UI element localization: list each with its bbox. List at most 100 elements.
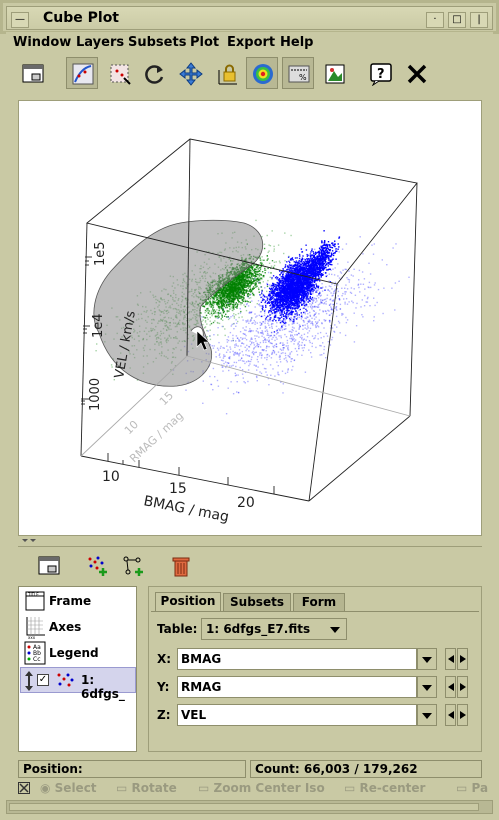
y-prev-button[interactable] [445,676,456,698]
x-prev-button[interactable] [445,648,456,670]
draw-subset-icon[interactable] [66,57,98,89]
cube-back-left [186,138,191,357]
window-icon[interactable] [16,57,48,89]
y-label: Y: [157,680,170,694]
maximize-button[interactable]: □ [448,12,466,28]
mouse-drag-icon: ▭ [116,781,132,795]
hint-zoom: ▭ Zoom Center Iso [198,781,325,795]
toolbar: % ? [6,54,493,94]
cube-bottom-right [308,415,411,502]
blob-subset-region [93,219,264,387]
layer-list: TITLE Frame xxx Axes Aa Bb Cc Legend ✓ 1: … [18,586,137,752]
table-selector[interactable]: 1: 6dfgs_E7.fits [201,618,347,640]
lock-aspect-icon[interactable] [210,57,242,89]
axes-icon: xxx [26,617,45,639]
scrollbar-thumb[interactable] [9,803,479,811]
y-tick-15: 15 [157,389,176,408]
hint-recenter: ▭ Re-center [344,781,425,795]
z-tick-1000: 1000 [88,378,103,411]
x-tick-15: 15 [169,481,187,497]
delete-layer-icon[interactable] [164,549,196,581]
menu-window[interactable]: Window [13,35,72,50]
x-dropdown-button[interactable] [417,648,437,670]
z-label: Z: [157,708,171,722]
layer-label-data: 1: 6dfgs_ [81,673,125,701]
hint-pan-label: Pa [471,781,489,795]
svg-text:?: ? [377,67,385,82]
z-dropdown-button[interactable] [417,704,437,726]
menu-bar: Window Layers Subsets Plot Export Help [6,32,493,54]
x-axis-label: BMAG / mag [142,493,230,525]
svg-text:%: % [299,73,307,82]
menu-subsets[interactable]: Subsets [128,35,187,50]
layer-item-axes[interactable]: xxx Axes [21,615,135,639]
close-window-button[interactable]: | [470,12,488,28]
layer-label-axes: Axes [49,620,82,634]
menu-help[interactable]: Help [280,35,314,50]
x-field[interactable]: BMAG [177,648,417,670]
help-icon[interactable]: ? [364,57,396,89]
cube-bottom-front [80,455,310,502]
panel-splitter[interactable] [18,538,482,544]
legend-icon[interactable]: % [282,57,314,89]
close-icon[interactable] [400,57,432,89]
menu-plot[interactable]: Plot [190,35,220,50]
new-window-layer-icon[interactable] [32,549,64,581]
hint-rotate-label: Rotate [131,781,177,795]
cube-bottom-left [80,355,188,457]
hint-pan: ▭ Pa [456,781,488,795]
tab-position[interactable]: Position [155,592,221,612]
layer-item-data[interactable]: ✓ 1: 6dfgs_ [20,667,136,701]
horizontal-scrollbar[interactable] [6,800,493,814]
cube-front-left [80,222,88,457]
export-image-icon[interactable] [318,57,350,89]
table-label: Table: [157,622,198,636]
z-next-button[interactable] [457,704,468,726]
menu-layers[interactable]: Layers [76,35,125,50]
layer-visibility-checkbox[interactable]: ✓ [37,674,49,686]
layer-label-frame: Frame [49,594,92,608]
blob-subset-icon[interactable] [103,57,135,89]
density-icon[interactable] [246,57,278,89]
z-coord-row: Z: VEL [157,704,473,726]
drag-handle-icon[interactable] [23,670,35,692]
y-field[interactable]: RMAG [177,676,417,698]
menu-export[interactable]: Export [227,35,276,50]
z-field[interactable]: VEL [177,704,417,726]
cube-plot-canvas[interactable]: 1000 1e4 1e5 VEL / km/s 10 15 20 BMAG / … [18,100,482,536]
navigate-icon[interactable] [174,57,206,89]
x-label: X: [157,652,172,666]
cube-back-right [409,182,418,417]
title-bar: — Cube Plot · □ | [0,0,499,34]
add-scatter-layer-icon[interactable] [80,549,112,581]
layer-item-legend[interactable]: Aa Bb Cc Legend [21,641,135,665]
hint-zoom-label: Zoom Center Iso [213,781,325,795]
hint-select: ◉ Select [40,781,97,795]
mouse-click-icon: ▭ [344,781,360,795]
rotate-icon[interactable] [138,57,170,89]
hint-rotate: ▭ Rotate [116,781,177,795]
layer-config-panel: Position Subsets Form Table: 1: 6dfgs_E7… [148,586,482,752]
mouse-right-icon: ▭ [456,781,472,795]
x-next-button[interactable] [457,648,468,670]
table-row: Table: 1: 6dfgs_E7.fits [157,618,473,640]
window-menu-button[interactable]: — [11,12,29,28]
z-tick-1e5: 1e5 [93,241,108,266]
add-pair-layer-icon[interactable] [116,549,148,581]
hint-select-label: Select [54,781,97,795]
mouse-wheel-icon: ▭ [198,781,214,795]
x-coord-row: X: BMAG [157,648,473,670]
tab-subsets[interactable]: Subsets [223,593,291,611]
z-prev-button[interactable] [445,704,456,726]
window-title: Cube Plot [43,10,120,26]
status-bar: Position: Count: 66,003 / 179,262 [18,760,482,780]
y-next-button[interactable] [457,676,468,698]
minimize-button[interactable]: · [426,12,444,28]
tab-form[interactable]: Form [293,593,345,611]
y-dropdown-button[interactable] [417,676,437,698]
hint-toggle-icon[interactable] [18,782,30,794]
layer-item-frame[interactable]: TITLE Frame [21,589,135,613]
cube-bottom-back [186,355,411,417]
table-selector-value: 1: 6dfgs_E7.fits [206,622,311,636]
